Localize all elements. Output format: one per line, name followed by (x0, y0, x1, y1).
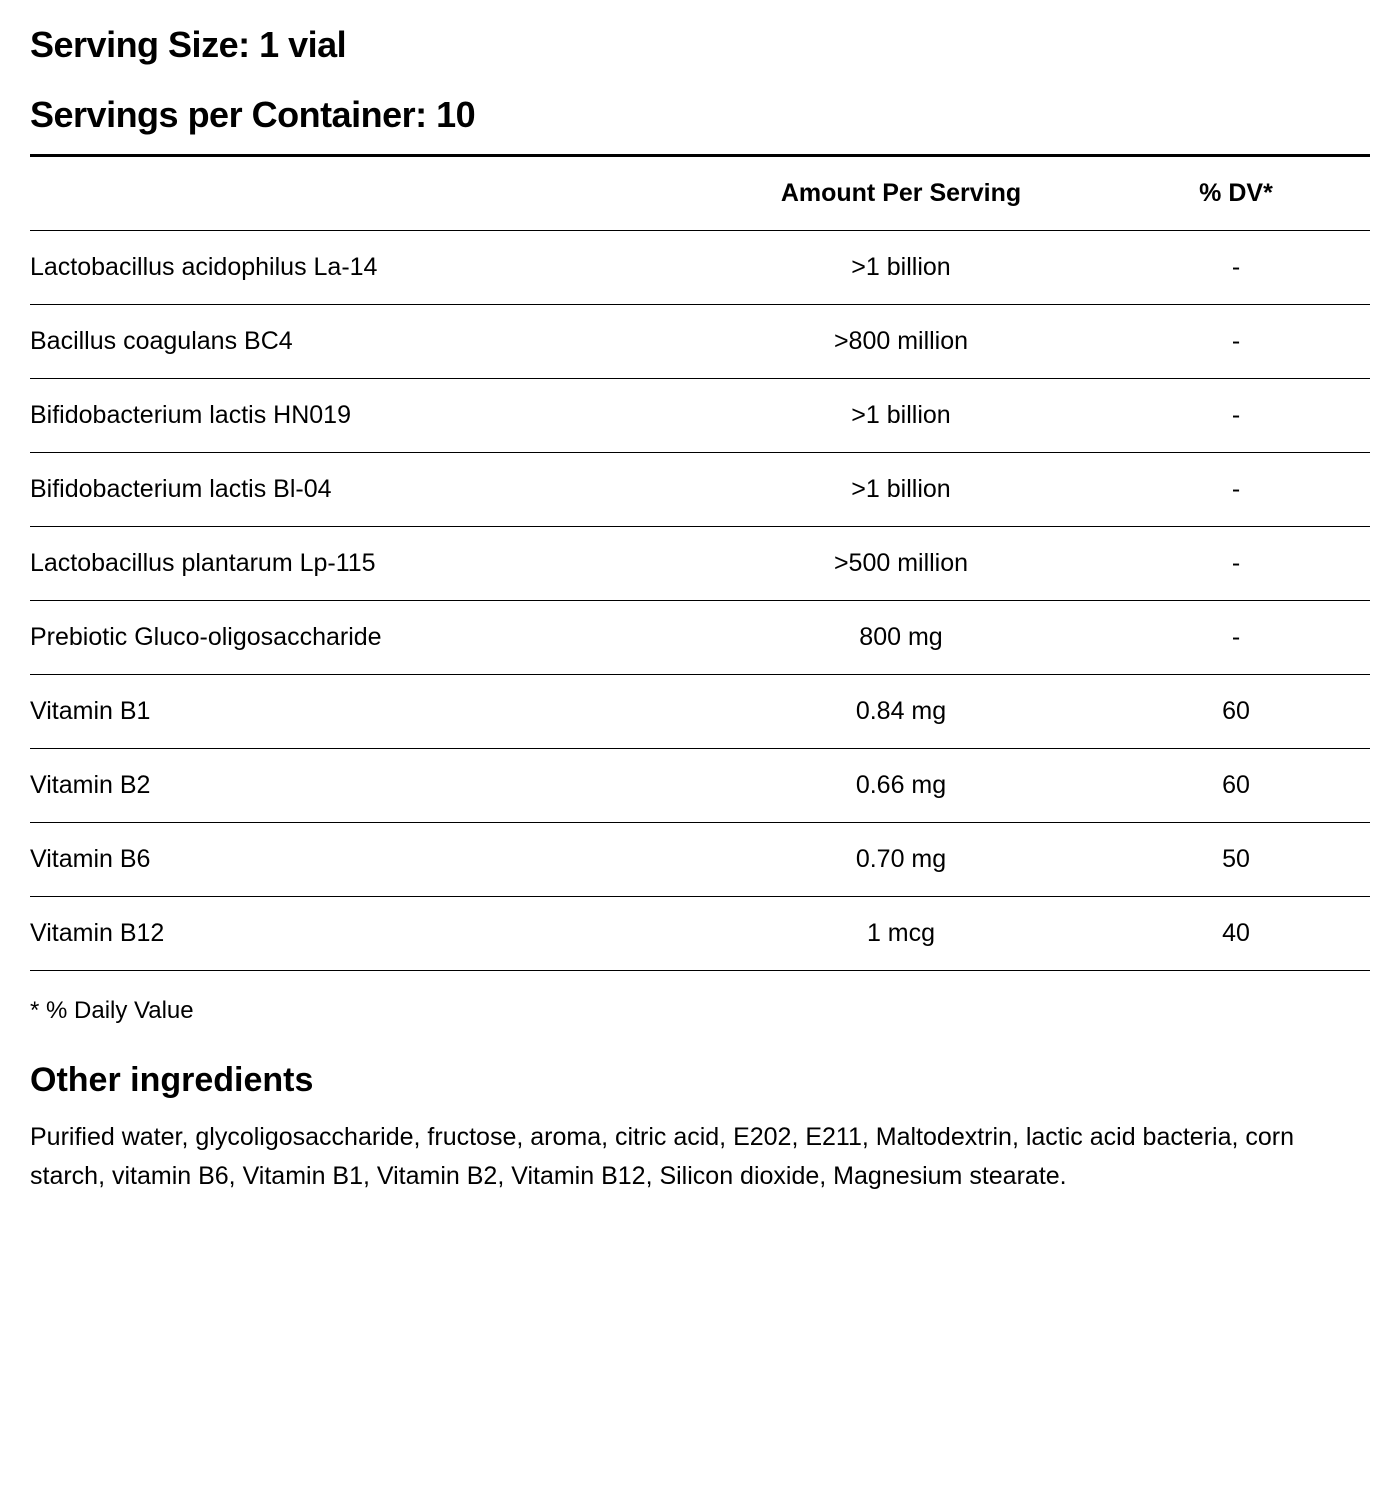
ingredient-dv: - (1102, 601, 1370, 675)
ingredient-amount: >500 million (700, 527, 1102, 601)
ingredient-name: Bifidobacterium lactis Bl-04 (30, 453, 700, 527)
ingredient-amount: >800 million (700, 305, 1102, 379)
table-row: Vitamin B60.70 mg50 (30, 823, 1370, 897)
table-row: Prebiotic Gluco-oligosaccharide800 mg- (30, 601, 1370, 675)
ingredient-dv: 60 (1102, 749, 1370, 823)
ingredient-name: Bifidobacterium lactis HN019 (30, 379, 700, 453)
ingredient-dv: - (1102, 527, 1370, 601)
ingredient-dv: - (1102, 379, 1370, 453)
table-row: Vitamin B10.84 mg60 (30, 675, 1370, 749)
ingredient-name: Vitamin B2 (30, 749, 700, 823)
ingredient-amount: >1 billion (700, 379, 1102, 453)
table-row: Vitamin B121 mcg40 (30, 897, 1370, 971)
col-header-name (30, 156, 700, 231)
ingredient-name: Bacillus coagulans BC4 (30, 305, 700, 379)
serving-size-heading: Serving Size: 1 vial (30, 24, 1370, 66)
col-header-amount: Amount Per Serving (700, 156, 1102, 231)
table-row: Lactobacillus acidophilus La-14>1 billio… (30, 231, 1370, 305)
table-row: Lactobacillus plantarum Lp-115>500 milli… (30, 527, 1370, 601)
table-row: Bacillus coagulans BC4>800 million- (30, 305, 1370, 379)
ingredient-amount: >1 billion (700, 453, 1102, 527)
ingredient-dv: - (1102, 305, 1370, 379)
ingredient-amount: >1 billion (700, 231, 1102, 305)
ingredient-name: Vitamin B6 (30, 823, 700, 897)
ingredient-name: Vitamin B12 (30, 897, 700, 971)
dv-footnote: * % Daily Value (30, 997, 1370, 1025)
ingredient-dv: 60 (1102, 675, 1370, 749)
table-row: Vitamin B20.66 mg60 (30, 749, 1370, 823)
ingredient-amount: 0.84 mg (700, 675, 1102, 749)
ingredient-name: Prebiotic Gluco-oligosaccharide (30, 601, 700, 675)
ingredient-name: Lactobacillus acidophilus La-14 (30, 231, 700, 305)
col-header-dv: % DV* (1102, 156, 1370, 231)
ingredient-name: Vitamin B1 (30, 675, 700, 749)
ingredient-dv: 40 (1102, 897, 1370, 971)
ingredient-dv: - (1102, 453, 1370, 527)
ingredient-amount: 0.66 mg (700, 749, 1102, 823)
servings-per-container-heading: Servings per Container: 10 (30, 94, 1370, 136)
other-ingredients-heading: Other ingredients (30, 1061, 1370, 1100)
table-row: Bifidobacterium lactis Bl-04>1 billion- (30, 453, 1370, 527)
ingredient-amount: 800 mg (700, 601, 1102, 675)
other-ingredients-text: Purified water, glycoligosaccharide, fru… (30, 1118, 1370, 1196)
ingredient-amount: 1 mcg (700, 897, 1102, 971)
ingredient-dv: 50 (1102, 823, 1370, 897)
ingredient-name: Lactobacillus plantarum Lp-115 (30, 527, 700, 601)
table-row: Bifidobacterium lactis HN019>1 billion- (30, 379, 1370, 453)
table-header-row: Amount Per Serving % DV* (30, 156, 1370, 231)
nutrition-table: Amount Per Serving % DV* Lactobacillus a… (30, 154, 1370, 971)
ingredient-dv: - (1102, 231, 1370, 305)
ingredient-amount: 0.70 mg (700, 823, 1102, 897)
